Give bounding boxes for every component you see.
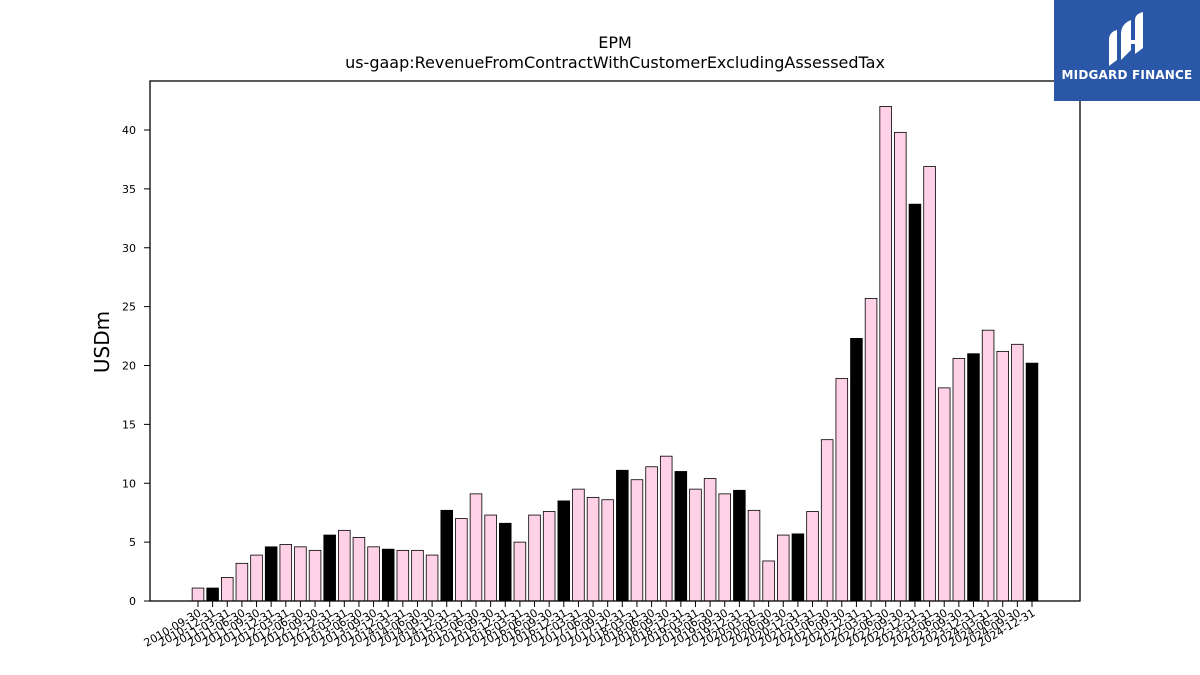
bar-2021-03-31 xyxy=(806,511,819,602)
bar-2014-03-31 xyxy=(396,549,410,602)
bar-2018-06-30 xyxy=(645,466,658,602)
bar-2024-03-31 xyxy=(981,329,995,602)
bar-2023-09-30 xyxy=(952,358,966,602)
bar-2024-06-30 xyxy=(996,350,1009,602)
bar-2021-09-30 xyxy=(835,378,849,602)
bar-2015-09-30 xyxy=(484,514,497,602)
bar-2015-12-31 xyxy=(499,522,512,602)
bar-2011-03-31 xyxy=(221,577,234,602)
bar-2011-12-31 xyxy=(264,546,278,602)
bar-2016-06-30 xyxy=(528,514,541,602)
bar-2018-09-30 xyxy=(659,455,673,602)
bar-2020-06-30 xyxy=(762,560,775,602)
bar-2024-09-30 xyxy=(1011,343,1024,602)
bar-2013-03-31 xyxy=(338,529,351,602)
bar-2016-09-30 xyxy=(542,511,556,602)
bar-2012-09-30 xyxy=(308,549,322,602)
y-axis-label: USDm xyxy=(90,311,114,373)
bar-2017-12-31 xyxy=(616,469,629,602)
y-tick-label: 20 xyxy=(122,360,136,373)
y-tick-label: 10 xyxy=(122,477,136,490)
bar-2023-06-30 xyxy=(937,387,951,602)
y-tick-label: 25 xyxy=(122,301,136,314)
bar-2017-03-31 xyxy=(572,488,585,602)
bar-2010-09-30 xyxy=(191,587,205,602)
bar-2012-06-30 xyxy=(294,546,307,602)
bar-2017-06-30 xyxy=(586,496,600,602)
bar-2020-03-31 xyxy=(747,509,761,602)
bar-2023-12-31 xyxy=(967,353,980,602)
plot-frame xyxy=(149,80,1081,602)
bar-2015-06-30 xyxy=(469,493,483,602)
bar-2018-12-31 xyxy=(674,471,688,602)
bar-2019-03-31 xyxy=(689,488,702,602)
bar-2016-12-31 xyxy=(557,500,571,602)
y-axis-ticks: 0 5 10 15 20 25 30 35 40 xyxy=(122,124,150,608)
bar-2014-09-30 xyxy=(425,554,439,602)
y-tick-label: 5 xyxy=(129,536,136,549)
bar-2022-06-30 xyxy=(879,106,892,602)
bar-2012-12-31 xyxy=(323,534,336,602)
bar-2020-09-30 xyxy=(777,534,790,602)
midgard-logo-icon xyxy=(1109,12,1143,66)
bar-2011-09-30 xyxy=(250,554,263,602)
bar-2022-09-30 xyxy=(894,131,907,602)
x-axis-ticks: 2010-09-302010-12-312011-03-312011-06-30… xyxy=(142,601,1038,650)
bar-2018-03-31 xyxy=(630,479,644,602)
bar-2022-12-31 xyxy=(908,203,922,602)
bar-2023-03-31 xyxy=(923,166,936,602)
bar-2013-09-30 xyxy=(367,546,380,602)
bar-2011-06-30 xyxy=(235,562,249,602)
bar-2019-09-30 xyxy=(718,493,731,602)
bar-2013-12-31 xyxy=(381,548,395,602)
bars-group xyxy=(191,106,1039,602)
chart-subtitle: us-gaap:RevenueFromContractWithCustomerE… xyxy=(345,53,885,72)
chart-title: EPM xyxy=(598,33,632,52)
y-tick-label: 35 xyxy=(122,183,136,196)
bar-2015-03-31 xyxy=(455,518,468,602)
bar-2019-06-30 xyxy=(703,478,717,602)
bar-2017-09-30 xyxy=(601,499,614,602)
y-tick-label: 30 xyxy=(122,242,136,255)
bar-2013-06-30 xyxy=(352,537,366,602)
y-tick-label: 15 xyxy=(122,418,136,431)
midgard-finance-logo: MIDGARD FINANCE xyxy=(1054,0,1200,101)
bar-2014-12-31 xyxy=(440,509,453,602)
bar-2021-12-31 xyxy=(850,338,863,602)
bar-2024-12-31 xyxy=(1025,362,1039,602)
bar-2012-03-31 xyxy=(279,544,293,602)
bar-2020-12-31 xyxy=(791,533,805,602)
bar-2016-03-31 xyxy=(513,541,527,602)
y-tick-label: 40 xyxy=(122,124,136,137)
bar-2022-03-31 xyxy=(864,297,878,602)
bar-2010-12-31 xyxy=(206,587,219,602)
y-tick-label: 0 xyxy=(129,595,136,608)
bar-2021-06-30 xyxy=(820,439,834,602)
bar-2019-12-31 xyxy=(733,489,746,602)
logo-text: MIDGARD FINANCE xyxy=(1061,68,1193,82)
bar-2014-06-30 xyxy=(411,549,424,602)
